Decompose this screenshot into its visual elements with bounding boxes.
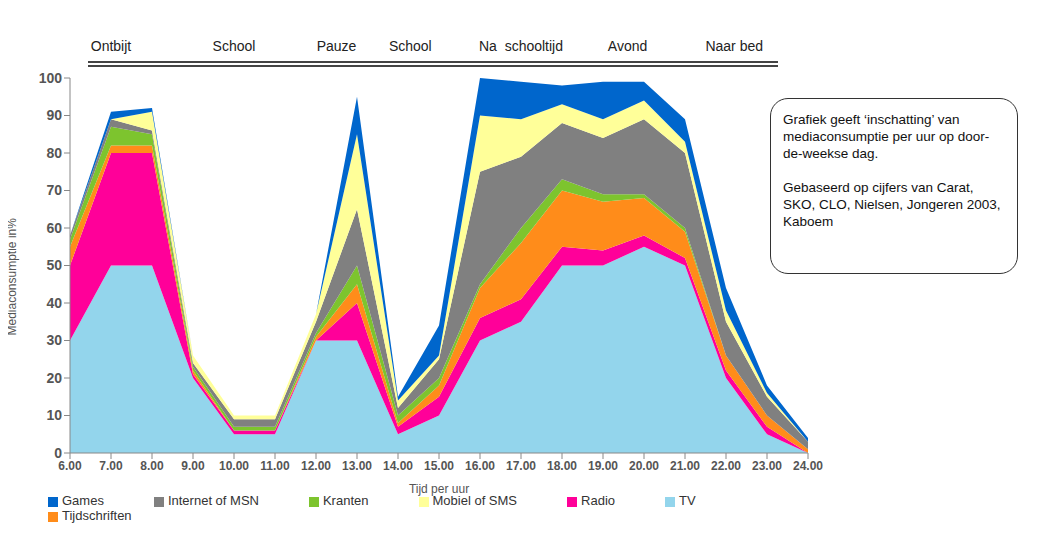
svg-text:80: 80 [46,145,62,161]
svg-text:22.00: 22.00 [711,459,741,473]
svg-text:Mediaconsumptie in%: Mediaconsumptie in% [8,218,19,336]
html-text:Games: Games [62,493,104,508]
svg-text:7.00: 7.00 [99,459,123,473]
svg-text:18.00: 18.00 [547,459,577,473]
svg-text:70: 70 [46,182,62,198]
html-text:Internet of MSN: Internet of MSN [167,493,259,508]
svg-text:10.00: 10.00 [219,459,249,473]
html-text:Ontbijt: Ontbijt [90,38,132,54]
html-text:Gebaseerd op cijfers van Carat: Gebaseerd op cijfers van Carat, SKO, CLO… [783,180,1001,229]
svg-text:30: 30 [46,332,62,348]
svg-text:12.00: 12.00 [301,459,331,473]
html-text:Mobiel of SMS: Mobiel of SMS [432,493,517,508]
html-text:Naar bed: Naar bed [705,38,763,54]
html-text:Tijdschriften: Tijdschriften [62,508,132,523]
html-text:Grafiek geeft ‘inschatting’ va: Grafiek geeft ‘inschatting’ van mediacon… [783,112,990,161]
svg-text:90: 90 [46,107,62,123]
svg-text:17.00: 17.00 [506,459,536,473]
svg-text:0: 0 [54,445,62,461]
html-text:School: School [212,38,256,54]
svg-text:9.00: 9.00 [181,459,205,473]
svg-text:23.00: 23.00 [752,459,782,473]
svg-text:16.00: 16.00 [465,459,495,473]
svg-text:8.00: 8.00 [140,459,164,473]
svg-text:24.00: 24.00 [793,459,823,473]
svg-text:11.00: 11.00 [260,459,290,473]
html-text:Avond: Avond [607,38,648,54]
svg-text:50: 50 [46,257,62,273]
svg-text:100: 100 [39,70,63,86]
svg-text:6.00: 6.00 [58,458,82,473]
svg-text:21.00: 21.00 [670,459,700,473]
html-text:TV: TV [679,493,696,508]
svg-text:13.00: 13.00 [342,459,372,473]
svg-text:20: 20 [46,370,62,386]
html-text:Radio: Radio [581,493,615,508]
html-text:Kranten: Kranten [323,493,369,508]
svg-text:40: 40 [46,295,62,311]
svg-text:10: 10 [46,407,62,423]
svg-text:19.00: 19.00 [588,459,618,473]
svg-text:60: 60 [46,220,62,236]
svg-text:14.00: 14.00 [383,459,413,473]
svg-text:Tijd per uur: Tijd per uur [409,482,469,496]
html-text:Na schooltijd: Na schooltijd [479,38,563,54]
svg-text:15.00: 15.00 [424,459,454,473]
html-text:Pauze: Pauze [316,38,357,54]
html-text:School: School [388,38,432,54]
svg-text:20.00: 20.00 [629,459,659,473]
